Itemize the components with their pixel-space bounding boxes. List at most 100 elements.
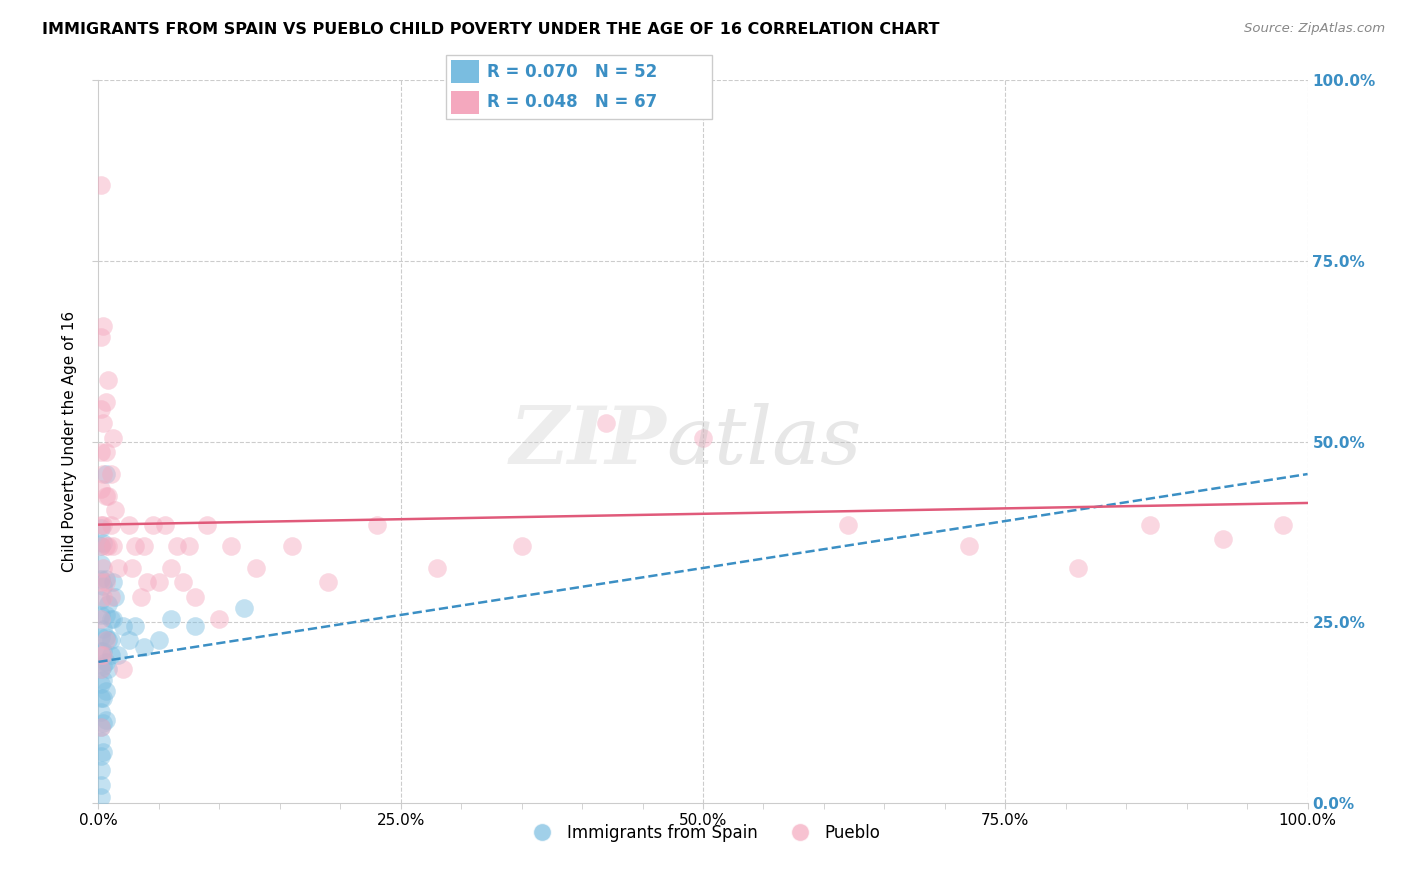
Point [90,402,112,417]
Point [366,517,388,532]
Point [90,734,112,748]
Point [232,600,254,615]
Point [97,597,120,611]
Point [148,633,170,648]
Point [100,648,122,662]
Point [957,539,980,553]
Point [160,561,183,575]
Point [179,539,201,553]
Point [124,619,146,633]
Text: ZIP: ZIP [510,403,666,480]
Point [97,633,120,648]
Point [91,644,114,658]
Point [245,561,267,575]
Point [134,539,156,553]
Text: IMMIGRANTS FROM SPAIN VS PUEBLO CHILD POVERTY UNDER THE AGE OF 16 CORRELATION CH: IMMIGRANTS FROM SPAIN VS PUEBLO CHILD PO… [42,22,939,37]
Point [100,467,122,481]
Point [129,590,152,604]
Point [118,633,141,648]
Point [90,630,112,644]
Point [90,676,112,690]
Point [91,579,114,593]
Point [104,503,127,517]
FancyBboxPatch shape [451,91,478,114]
Point [90,558,112,572]
Point [90,764,112,778]
Point [104,590,127,604]
Point [90,778,112,792]
Point [90,691,112,706]
FancyBboxPatch shape [451,61,478,83]
Point [90,720,112,734]
Point [121,561,143,575]
Point [97,539,120,553]
Point [94,683,117,698]
Point [90,593,112,607]
Point [1272,517,1295,532]
Point [100,611,122,625]
Text: Source: ZipAtlas.com: Source: ZipAtlas.com [1244,22,1385,36]
Point [184,619,207,633]
Point [124,539,146,553]
Point [101,431,124,445]
Point [195,517,218,532]
Point [91,467,114,481]
Point [91,535,114,549]
Legend: Immigrants from Spain, Pueblo: Immigrants from Spain, Pueblo [519,817,887,848]
Point [91,745,114,759]
Point [91,517,114,532]
Point [153,517,176,532]
Point [91,716,114,731]
Point [90,790,112,805]
Point [90,539,112,553]
Point [90,445,112,459]
Point [837,517,859,532]
Point [135,575,157,590]
Point [107,561,129,575]
Point [134,640,156,655]
Point [90,662,112,676]
Point [100,590,122,604]
Point [91,590,114,604]
Point [184,590,207,604]
Point [91,673,114,687]
Point [90,611,112,625]
Text: atlas: atlas [666,403,862,480]
Point [316,575,339,590]
Point [90,521,112,535]
Point [107,648,129,662]
Point [1212,532,1234,546]
Point [91,648,114,662]
Point [90,644,112,658]
Point [90,720,112,734]
Point [142,517,165,532]
Point [101,575,124,590]
Point [595,417,617,431]
Point [94,572,117,586]
Point [118,517,141,532]
Point [91,658,114,673]
Point [426,561,449,575]
Point [111,619,134,633]
Point [160,611,183,625]
Point [91,318,114,333]
Y-axis label: Child Poverty Under the Age of 16: Child Poverty Under the Age of 16 [62,311,77,572]
Point [94,575,117,590]
Point [94,539,117,553]
Point [221,539,243,553]
Point [90,748,112,763]
Point [94,394,117,409]
Point [1067,561,1090,575]
Point [208,611,231,625]
Point [91,691,114,706]
Point [91,623,114,637]
Point [166,539,188,553]
Point [94,655,117,669]
Point [90,662,112,676]
Point [101,611,124,625]
Point [90,607,112,622]
Point [97,373,120,387]
Point [91,561,114,575]
Point [90,575,112,590]
Point [94,467,117,481]
